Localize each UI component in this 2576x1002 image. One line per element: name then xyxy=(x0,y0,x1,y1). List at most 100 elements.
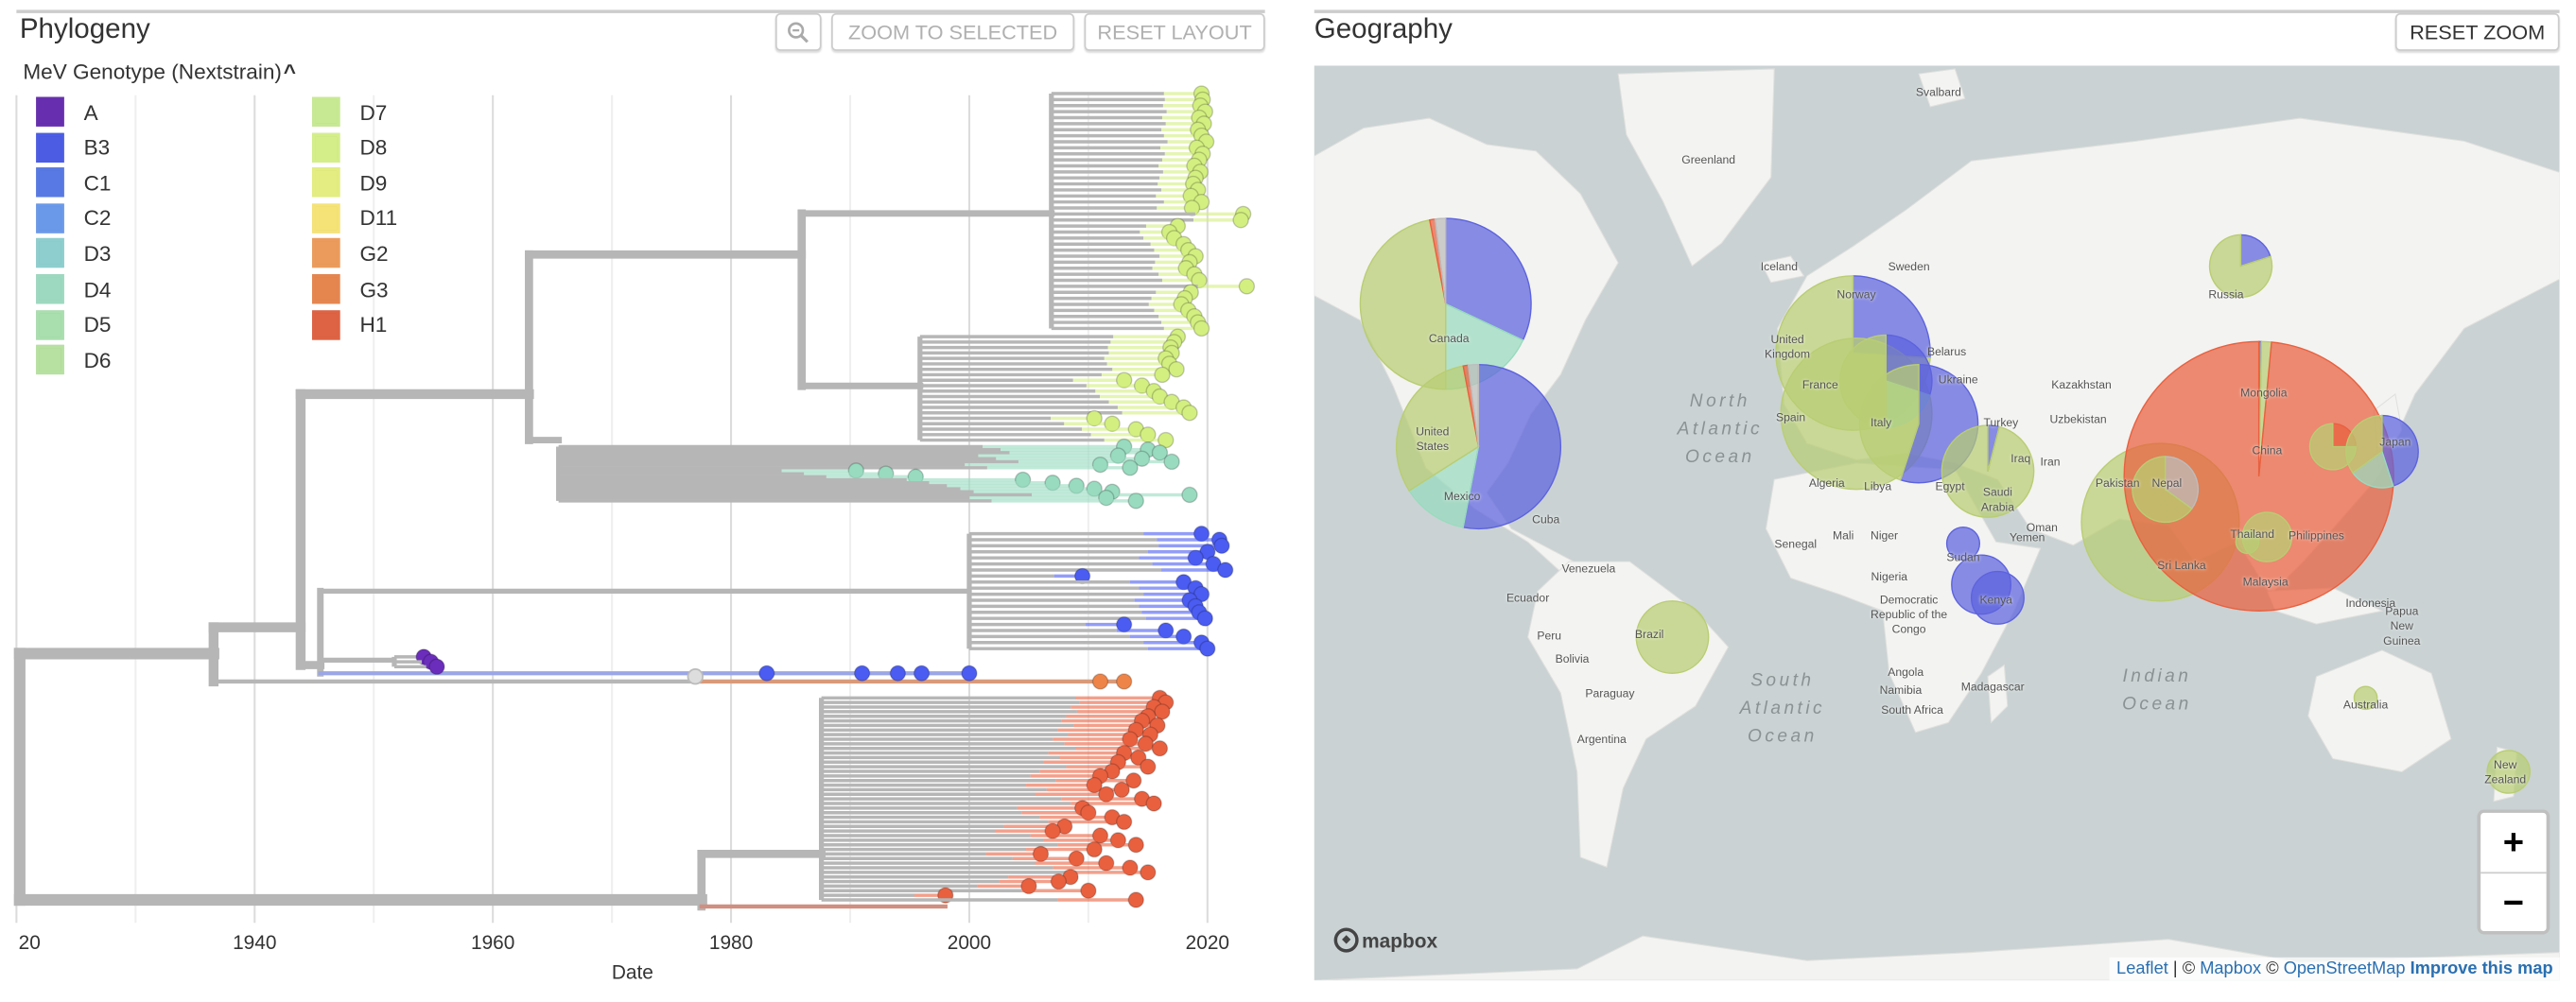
tip[interactable] xyxy=(1199,640,1216,657)
pie-united-states[interactable] xyxy=(1395,363,1562,530)
clade-a[interactable] xyxy=(392,648,445,675)
tip[interactable] xyxy=(1151,740,1169,757)
pie-turkey[interactable] xyxy=(1941,424,2035,518)
tip[interactable] xyxy=(1098,489,1115,507)
clade-d8[interactable] xyxy=(917,328,1198,449)
zoom-to-selected-button[interactable]: ZOOM TO SELECTED xyxy=(831,12,1075,51)
tip[interactable] xyxy=(1145,795,1162,812)
pie-nepal[interactable] xyxy=(2132,456,2200,524)
osm-link[interactable]: OpenStreetMap xyxy=(2283,959,2406,979)
tip[interactable] xyxy=(1086,840,1103,858)
pie-slice-b3[interactable] xyxy=(1462,363,1562,530)
tip[interactable] xyxy=(1125,772,1142,789)
pie-japan[interactable] xyxy=(2345,414,2419,489)
tip[interactable] xyxy=(913,665,931,682)
pie-slice-b3[interactable] xyxy=(2381,414,2419,487)
zoom-out-map-button[interactable]: − xyxy=(2502,881,2525,924)
pie-slice-d8[interactable] xyxy=(2235,529,2260,555)
legend-item-c1[interactable]: C1 xyxy=(36,167,111,198)
tip[interactable] xyxy=(1091,456,1109,474)
pie-slice-unknown[interactable] xyxy=(2164,456,2200,510)
phylogeny-tree[interactable]: 20 1940 1960 1980 2000 2020 Date xyxy=(0,0,1297,1002)
tip[interactable] xyxy=(1050,872,1068,890)
pie-slice-d8[interactable] xyxy=(1941,424,2035,518)
tip[interactable] xyxy=(428,658,445,675)
legend-item-c2[interactable]: C2 xyxy=(36,203,111,233)
pie-slice-unknown[interactable] xyxy=(1467,363,1480,447)
legend-title[interactable]: MeV Genotype (Nextstrain) ^ xyxy=(23,60,296,84)
clade-d4[interactable] xyxy=(556,438,1198,510)
legend-item-d5[interactable]: D5 xyxy=(36,309,111,339)
pie-slice-d8[interactable] xyxy=(2208,233,2273,299)
tip[interactable] xyxy=(1192,320,1210,337)
pie-slice-d8[interactable] xyxy=(1395,365,1480,492)
pie-sudan[interactable] xyxy=(1945,526,1981,561)
tip[interactable] xyxy=(1181,405,1198,422)
pie-slice-d8[interactable] xyxy=(1858,363,1920,481)
pie-slice-d4[interactable] xyxy=(1408,445,1480,528)
pie-slice-d8[interactable] xyxy=(1635,600,1710,674)
tip[interactable] xyxy=(1163,453,1180,471)
tip[interactable] xyxy=(1122,459,1139,476)
tip[interactable] xyxy=(1213,537,1230,555)
tip[interactable] xyxy=(1115,371,1133,389)
pie-kenya[interactable] xyxy=(1970,570,2025,625)
pie-new-zealand[interactable] xyxy=(2486,750,2531,794)
tip[interactable] xyxy=(1115,673,1133,690)
zoom-out-button[interactable] xyxy=(775,12,822,51)
tip[interactable] xyxy=(1091,673,1109,690)
leaflet-link[interactable]: Leaflet xyxy=(2116,959,2168,979)
pie-vietnam[interactable] xyxy=(2235,529,2260,555)
pie-slice-d8[interactable] xyxy=(2132,456,2193,524)
pie-slice-d8[interactable] xyxy=(1359,218,1447,390)
tip[interactable] xyxy=(1115,813,1133,831)
legend-item-d9[interactable]: D9 xyxy=(312,167,387,198)
map-canvas[interactable] xyxy=(1314,65,2560,981)
pie-brazil[interactable] xyxy=(1635,600,1710,674)
legend-item-d7[interactable]: D7 xyxy=(312,96,387,127)
pie-slice-d8[interactable] xyxy=(2486,750,2531,794)
tip[interactable] xyxy=(1157,431,1175,449)
reset-layout-button[interactable]: RESET LAYOUT xyxy=(1084,12,1265,51)
mapbox-logo[interactable]: ◆ mapbox xyxy=(1333,927,1437,953)
pie-canada[interactable] xyxy=(1359,217,1532,390)
pie-russia[interactable] xyxy=(2208,233,2273,299)
legend-item-g3[interactable]: G3 xyxy=(312,274,389,304)
tip[interactable] xyxy=(1140,864,1157,881)
pie-slice-d8[interactable] xyxy=(2353,685,2378,711)
reset-zoom-button[interactable]: RESET ZOOM xyxy=(2394,12,2560,51)
legend-item-d8[interactable]: D8 xyxy=(312,132,387,163)
clade-g3[interactable] xyxy=(1091,673,1133,690)
tip[interactable] xyxy=(1086,409,1103,427)
tip[interactable] xyxy=(1232,212,1249,229)
legend-item-h1[interactable]: H1 xyxy=(312,309,387,339)
tip[interactable] xyxy=(1127,837,1144,854)
chevron-up-icon[interactable]: ^ xyxy=(283,59,296,84)
improve-map-link[interactable]: Improve this map xyxy=(2405,959,2553,979)
clade-d8[interactable] xyxy=(1049,85,1256,337)
tip[interactable] xyxy=(1238,278,1256,295)
tip[interactable] xyxy=(1217,561,1234,579)
legend-item-d11[interactable]: D11 xyxy=(312,203,397,233)
legend-item-a[interactable]: A xyxy=(36,96,98,127)
tip[interactable] xyxy=(687,668,704,685)
tip[interactable] xyxy=(1104,415,1121,432)
pie-slice-b3[interactable] xyxy=(1945,526,1981,561)
tip[interactable] xyxy=(1196,610,1214,627)
pie-slice-d4[interactable] xyxy=(2352,450,2394,489)
tip[interactable] xyxy=(1140,758,1157,775)
mapbox-link[interactable]: Mapbox xyxy=(2200,959,2262,979)
clade-b3[interactable] xyxy=(966,525,1234,657)
tip[interactable] xyxy=(1113,781,1130,799)
legend-item-d6[interactable]: D6 xyxy=(36,345,111,375)
tip[interactable] xyxy=(853,665,871,682)
legend-item-d4[interactable]: D4 xyxy=(36,274,111,304)
tip[interactable] xyxy=(1168,361,1185,378)
pie-slice-b3[interactable] xyxy=(1970,570,2025,625)
tip[interactable] xyxy=(758,665,775,682)
pie-china[interactable] xyxy=(2123,340,2394,612)
zoom-in-button[interactable]: + xyxy=(2480,813,2547,874)
tip[interactable] xyxy=(1181,486,1198,504)
pie-australia[interactable] xyxy=(2353,685,2378,711)
pie-slice-d8[interactable] xyxy=(2345,414,2383,475)
